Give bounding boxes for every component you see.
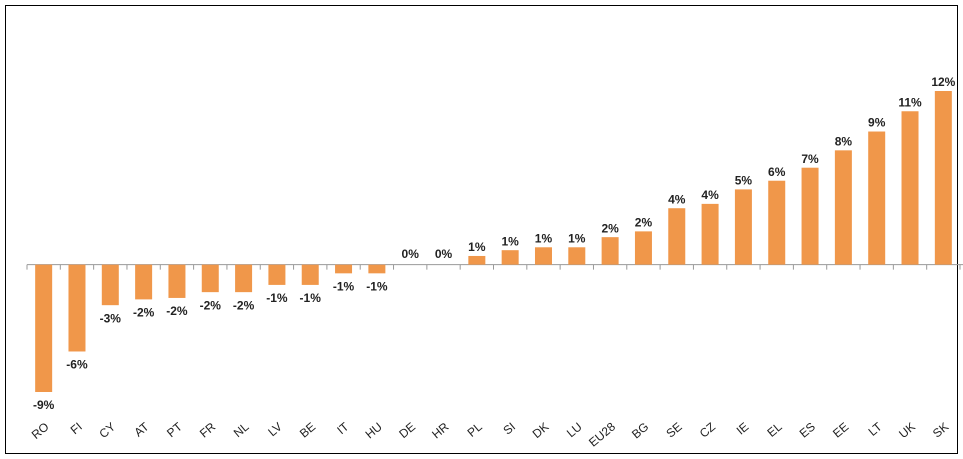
bar [135,264,153,300]
value-label: 4% [668,192,686,206]
value-label: 6% [768,165,786,179]
x-tick-label: SK [930,420,951,441]
bar [834,150,852,265]
value-label: 5% [735,174,753,188]
value-label: 0% [435,247,453,261]
value-label: 8% [835,135,853,149]
value-label: 12% [931,75,955,89]
value-label: -2% [233,298,255,312]
value-label: -1% [300,291,322,305]
value-label: -1% [333,280,355,294]
bar [568,247,586,265]
bar [301,264,319,285]
bar [934,91,952,265]
value-label: 0% [402,247,420,261]
bar [468,255,486,265]
x-tick-label: AT [131,419,152,439]
x-tick-label: IE [734,420,752,438]
x-tick-label: FR [197,419,219,440]
value-label: -1% [266,291,288,305]
frame [5,5,958,454]
value-label: 9% [868,116,886,130]
bar [268,264,286,285]
x-tick-label: UK [896,420,918,441]
x-tick-label: SI [500,420,518,438]
x-tick-label: BG [629,420,651,442]
value-label: -9% [33,398,55,412]
x-tick-label: BE [297,420,318,441]
x-tick-label: EE [830,420,851,441]
bar [35,264,53,392]
x-tick-label: CY [96,420,118,441]
x-tick-label: LT [866,419,886,439]
value-label: -2% [133,306,155,320]
bar [235,264,253,293]
bar [668,208,686,265]
x-tick-label: PL [465,419,485,439]
bar [501,250,519,265]
x-tick-label: FI [68,420,85,438]
value-label: 1% [501,234,519,248]
x-tick-label: CZ [697,420,718,441]
value-label: -6% [66,358,88,372]
x-tick-label: RO [29,420,52,442]
value-label: -2% [166,304,188,318]
bar [68,264,86,352]
x-tick-label: DK [530,420,552,441]
bar [601,237,619,265]
bar [534,247,552,265]
value-label: -1% [366,280,388,294]
x-tick-label: SE [663,420,684,441]
x-tick-label: EL [764,419,784,439]
x-tick-label: LU [564,420,585,441]
value-label: 11% [898,95,922,109]
x-tick-label: ES [797,420,818,441]
bar [801,167,819,265]
value-label: 2% [635,216,653,230]
bar [168,264,186,298]
bar [368,264,386,274]
bar [868,131,886,265]
bar [201,264,219,293]
bar [734,189,752,265]
value-label: 2% [601,221,619,235]
value-label: 4% [701,188,719,202]
bar [768,180,786,265]
bar [101,264,119,306]
x-tick-label: HR [429,419,452,441]
bar [634,231,652,265]
value-label: -2% [200,298,222,312]
x-tick-label: DE [396,420,418,441]
value-label: -3% [100,311,122,325]
value-label: 1% [468,240,486,254]
x-tick-label: NL [231,419,252,440]
x-tick-label: LV [265,420,285,440]
x-tick-label: PT [164,419,185,440]
bar [901,111,919,265]
value-label: 1% [568,231,586,245]
x-tick-label: EU28 [586,419,618,449]
bar [701,203,719,265]
x-tick-label: IT [334,419,352,437]
value-label: 7% [801,152,819,166]
value-label: 1% [535,231,553,245]
bar [335,264,353,274]
x-tick-label: HU [363,420,385,442]
